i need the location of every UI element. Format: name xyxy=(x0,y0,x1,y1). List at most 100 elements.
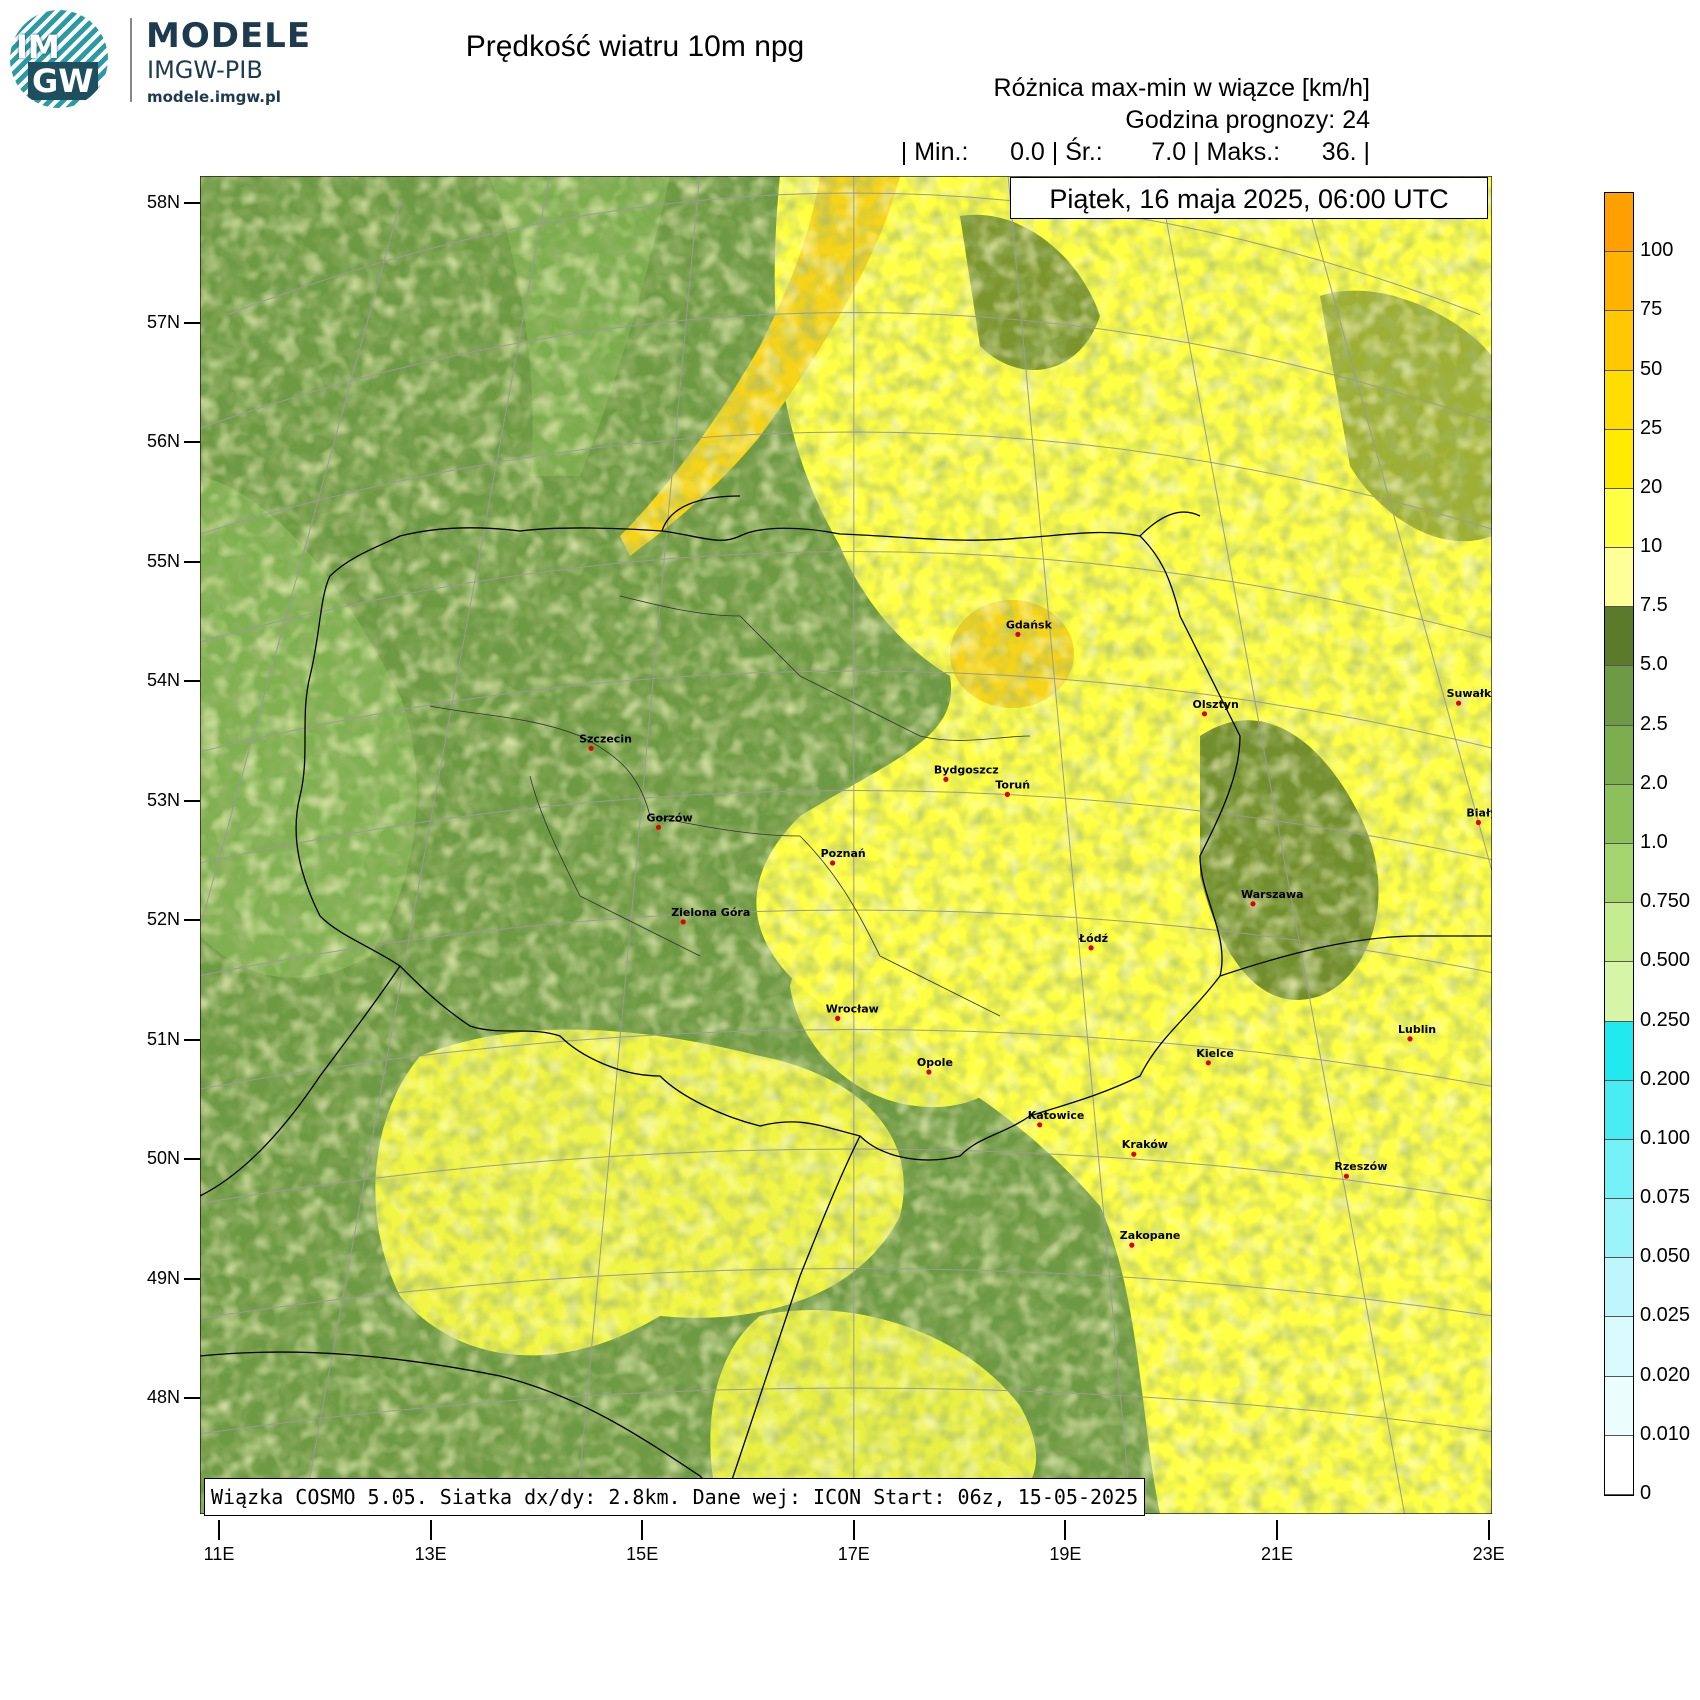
longitude-label: 13E xyxy=(414,1544,447,1564)
city-label: Gorzów xyxy=(647,811,693,824)
lithuania-border xyxy=(1139,511,1201,537)
logo-url[interactable]: modele.imgw.pl xyxy=(147,88,281,106)
longitude-label: 17E xyxy=(837,1544,870,1564)
imgw-logo-emblem: IM GW xyxy=(10,10,108,108)
city-dot xyxy=(1205,1060,1211,1066)
latitude-tick xyxy=(184,680,200,682)
city-dot xyxy=(1475,819,1481,826)
colorbar-swatch xyxy=(1605,1317,1633,1377)
logo-separator xyxy=(130,18,132,102)
colorbar-label: 2.0 xyxy=(1640,771,1668,794)
colorbar-swatch xyxy=(1605,1139,1633,1200)
city-dot xyxy=(1129,1242,1135,1248)
colorbar-swatch xyxy=(1605,1376,1633,1436)
forecast-map: Gdańsk Olsztyn Suwałki Białystok Szczecin Byd… xyxy=(200,176,1492,1514)
city-dot xyxy=(943,776,949,783)
colorbar-label: 100 xyxy=(1640,239,1674,262)
longitude-tick xyxy=(1487,1520,1490,1540)
colorbar-label: 0.100 xyxy=(1640,1126,1691,1149)
ukraine-border xyxy=(1219,935,1492,977)
city-dot xyxy=(830,860,836,866)
city-marker: Olsztyn xyxy=(1193,698,1239,717)
meridian-line xyxy=(1306,201,1492,874)
parallel-line xyxy=(200,311,1492,429)
latitude-label: 50N xyxy=(146,1148,180,1168)
city-markers: Gdańsk Olsztyn Suwałki Białystok Szczecin Byd… xyxy=(579,618,1492,1248)
latitude-label: 53N xyxy=(146,789,180,810)
latitude-tick xyxy=(184,321,200,324)
city-dot xyxy=(1201,711,1208,717)
parallel-line xyxy=(227,192,1481,316)
meridian-line xyxy=(1157,176,1406,1514)
city-marker: Warszawa xyxy=(1241,888,1304,907)
city-dot xyxy=(1131,1151,1137,1157)
meridian-line xyxy=(302,176,550,1514)
longitude-tick xyxy=(429,1520,432,1540)
city-label: Zakopane xyxy=(1120,1229,1181,1242)
latitude-label: 56N xyxy=(146,431,180,451)
latitude-label: 48N xyxy=(146,1387,180,1407)
colorbar-swatch xyxy=(1605,311,1633,371)
city-label: Olsztyn xyxy=(1193,698,1239,711)
city-marker: Rzeszów xyxy=(1334,1160,1387,1179)
latitude-tick xyxy=(184,1158,200,1160)
city-label: Gdańsk xyxy=(1006,618,1053,631)
model-info-footer: Wiązka COSMO 5.05. Siatka dx/dy: 2.8km. … xyxy=(204,1478,1146,1516)
voivodeship-borders xyxy=(429,595,1031,1017)
city-label: Kraków xyxy=(1122,1138,1168,1151)
parallel-line xyxy=(200,789,1492,864)
city-label: Opole xyxy=(917,1056,953,1069)
city-dot xyxy=(1456,700,1462,706)
colorbar-label: 0.250 xyxy=(1640,1008,1691,1031)
colorbar-swatch xyxy=(1605,370,1633,430)
city-label: Lublin xyxy=(1398,1023,1436,1036)
colorbar-label: 5.0 xyxy=(1640,653,1668,676)
colorbar-label: 0.025 xyxy=(1640,1304,1691,1327)
czech-border xyxy=(200,965,401,1197)
colorbar-label: 7.5 xyxy=(1640,594,1668,617)
colorbar-swatch xyxy=(1605,1199,1633,1259)
colorbar-label: 0.020 xyxy=(1640,1363,1691,1386)
colorbar-swatch xyxy=(1605,1258,1633,1318)
parallel-line xyxy=(200,909,1492,977)
colorbar-swatch xyxy=(1605,844,1633,904)
city-label: Bydgoszcz xyxy=(934,763,999,776)
city-marker: Gorzów xyxy=(647,811,693,830)
colorbar-label: 0.750 xyxy=(1640,890,1691,913)
colorbar-label: 0.010 xyxy=(1640,1422,1691,1445)
meridian-line xyxy=(1007,176,1132,1514)
valid-date-box: Piątek, 16 maja 2025, 06:00 UTC xyxy=(1010,177,1488,219)
latitude-tick xyxy=(184,560,200,563)
longitude-tick xyxy=(1276,1520,1278,1540)
city-marker: Toruń xyxy=(995,778,1030,798)
map-subtitle: Różnica max-min w wiązce [km/h] xyxy=(993,74,1370,102)
latitude-label: 49N xyxy=(146,1267,180,1288)
city-marker: Kraków xyxy=(1122,1138,1168,1157)
city-dot xyxy=(1343,1173,1349,1179)
parallel-line xyxy=(200,1387,1492,1435)
latitude-tick xyxy=(184,441,200,443)
colorbar-swatch xyxy=(1605,962,1633,1022)
map-title: Prędkość wiatru 10m npg xyxy=(465,30,805,63)
colorbar-swatch xyxy=(1605,548,1633,608)
logo-subtitle: IMGW-PIB xyxy=(147,56,263,84)
colorbar-label: 10 xyxy=(1640,535,1663,558)
city-label: Suwałki xyxy=(1447,687,1492,700)
city-marker: Zakopane xyxy=(1120,1229,1181,1248)
meridian-line xyxy=(575,176,700,1514)
colorbar-label: 0.500 xyxy=(1640,949,1691,972)
colorbar-label: 50 xyxy=(1640,357,1663,380)
city-dot xyxy=(926,1069,932,1075)
colorbar-swatch xyxy=(1605,252,1633,312)
city-marker: Białystok xyxy=(1466,807,1492,826)
city-marker: Zielona Góra xyxy=(671,906,750,925)
map-graticule xyxy=(200,176,1492,1514)
legend-colorbar xyxy=(1604,192,1634,1496)
latitude-tick xyxy=(184,1397,200,1399)
city-dot xyxy=(1015,631,1021,637)
colorbar-swatch xyxy=(1605,429,1633,489)
latitude-tick xyxy=(184,1277,200,1280)
colorbar-swatch xyxy=(1605,607,1633,667)
longitude-tick xyxy=(641,1520,644,1540)
colorbar-label: 75 xyxy=(1640,298,1663,321)
